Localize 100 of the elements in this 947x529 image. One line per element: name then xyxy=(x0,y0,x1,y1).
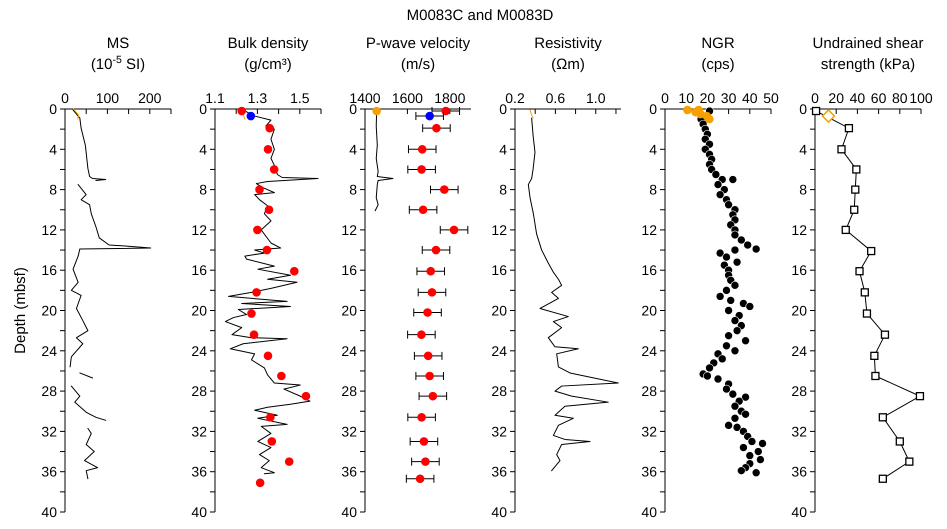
point xyxy=(428,288,436,297)
y-tick-label: 20 xyxy=(791,302,808,318)
x-axis-title: (m/s) xyxy=(400,56,436,73)
y-tick-label: 8 xyxy=(649,182,658,198)
x-tick-label: 60 xyxy=(870,90,887,106)
chart-title: Resistivity xyxy=(534,35,602,52)
x-tick-label: 0 xyxy=(61,90,70,106)
y-tick-label: 0 xyxy=(649,101,658,117)
y-tick-label: 32 xyxy=(341,423,358,440)
x-tick-label: 1600 xyxy=(392,90,424,106)
y-tick-label: 16 xyxy=(41,262,58,278)
x-tick-label: 30 xyxy=(720,90,737,106)
y-tick-label: 16 xyxy=(791,262,808,278)
y-tick-label: 36 xyxy=(341,464,358,480)
x-tick-label: 1.3 xyxy=(248,90,268,106)
y-tick-label: 12 xyxy=(191,222,208,238)
y-tick-label: 32 xyxy=(791,423,808,440)
x-tick-label: 0 xyxy=(661,90,670,106)
point xyxy=(290,266,299,276)
point xyxy=(424,352,432,360)
line-series xyxy=(528,118,619,472)
y-tick-label: 28 xyxy=(41,383,58,400)
point xyxy=(423,308,432,317)
point xyxy=(850,206,858,214)
point xyxy=(264,352,272,360)
point xyxy=(284,457,294,466)
y-tick-label: 12 xyxy=(491,222,508,238)
y-tick-label: 36 xyxy=(491,464,508,480)
point xyxy=(851,185,860,194)
point xyxy=(417,330,426,339)
point xyxy=(855,267,864,276)
point xyxy=(417,165,426,174)
y-tick-label: 40 xyxy=(191,504,208,520)
point xyxy=(450,226,458,234)
point xyxy=(916,392,924,400)
chart-title: P-wave velocity xyxy=(366,35,471,52)
chart-title: MS xyxy=(106,35,130,52)
y-tick-label: 16 xyxy=(191,262,208,278)
point xyxy=(425,112,434,120)
point xyxy=(372,106,381,116)
y-tick-label: 24 xyxy=(191,342,208,359)
x-tick-label: 20 xyxy=(828,90,844,106)
y-tick-label: 4 xyxy=(349,141,358,158)
point xyxy=(302,392,310,400)
x-axis-title: (Ωm) xyxy=(551,56,585,73)
point xyxy=(420,437,428,446)
point xyxy=(270,165,278,174)
x-tick-label: 0.6 xyxy=(546,90,566,106)
y-tick-label: 36 xyxy=(191,464,208,480)
y-tick-label: 4 xyxy=(649,141,658,158)
chart-title: Undrained shear xyxy=(812,35,924,52)
point xyxy=(878,413,887,422)
point xyxy=(250,330,258,339)
y-tick-label: 20 xyxy=(491,302,508,318)
x-tick-label: 1.1 xyxy=(205,90,225,106)
y-tick-label: 8 xyxy=(799,182,808,198)
y-tick-label: 32 xyxy=(491,423,508,440)
point xyxy=(878,474,887,483)
y-tick-label: 0 xyxy=(499,101,508,117)
point xyxy=(432,124,441,132)
point xyxy=(683,106,692,114)
y-tick-label: 12 xyxy=(641,222,658,238)
y-tick-label: 28 xyxy=(341,383,358,400)
y-tick-label: 4 xyxy=(499,141,508,158)
y-tick-label: 40 xyxy=(341,504,358,520)
chart-title: NGR xyxy=(701,35,735,52)
point xyxy=(262,246,272,254)
x-tick-label: 40 xyxy=(850,90,866,106)
point xyxy=(265,124,274,132)
point xyxy=(253,226,262,234)
point xyxy=(247,309,256,318)
point xyxy=(871,372,880,380)
x-tick-label: 1.5 xyxy=(290,90,310,106)
point xyxy=(255,185,264,194)
y-tick-label: 28 xyxy=(491,383,508,400)
y-tick-label: 20 xyxy=(641,302,658,318)
y-tick-label: 28 xyxy=(641,383,658,400)
point xyxy=(252,288,261,297)
y-tick-label: 36 xyxy=(641,464,658,480)
point xyxy=(277,372,286,380)
point xyxy=(896,437,904,446)
point xyxy=(867,246,876,256)
point xyxy=(425,372,434,380)
y-tick-label: 24 xyxy=(491,342,508,359)
x-tick-label: 100 xyxy=(96,90,120,106)
point xyxy=(822,109,836,123)
y-tick-label: 8 xyxy=(499,182,508,198)
y-tick-label: 40 xyxy=(641,504,658,520)
y-tick-label: 40 xyxy=(491,504,508,520)
point xyxy=(705,114,714,124)
point xyxy=(905,457,914,466)
point xyxy=(440,185,449,194)
y-tick-label: 24 xyxy=(791,342,808,359)
y-tick-label: 32 xyxy=(191,423,208,440)
x-tick-label: 50 xyxy=(763,90,779,106)
y-tick-label: 0 xyxy=(799,101,808,117)
y-axis-title: Depth (mbsf) xyxy=(12,267,29,354)
point xyxy=(860,288,869,297)
point xyxy=(418,145,427,154)
point xyxy=(426,266,436,276)
